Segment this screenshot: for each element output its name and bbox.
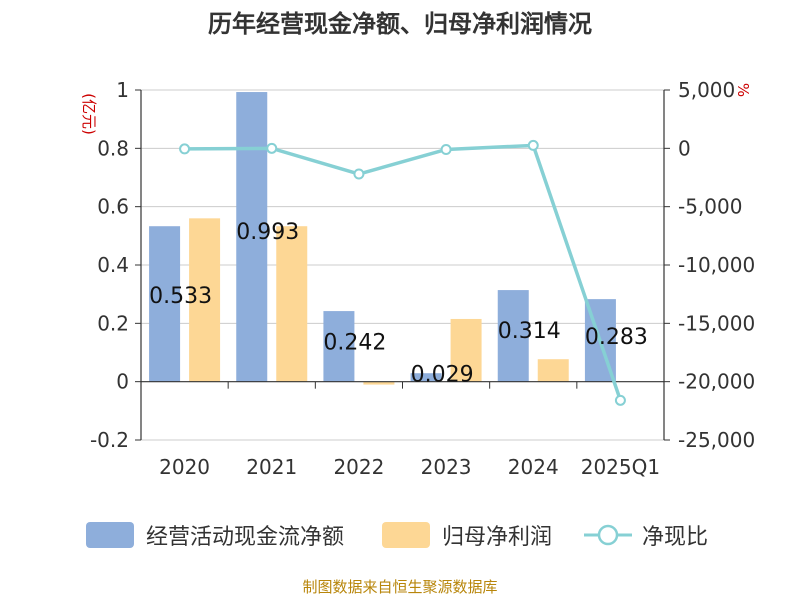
bar-cashflow [236,92,268,382]
bar-cashflow [497,290,529,382]
legend-label-cashflow: 经营活动现金流净额 [146,525,344,550]
data-label: 0.283 [585,325,648,350]
source-note: 制图数据来自恒生聚源数据库 [302,578,497,596]
category-label: 2025Q1 [581,455,660,479]
bar-netprofit [276,226,308,382]
right-tick-label: -20,000 [678,370,755,394]
data-label: 0.993 [236,220,299,245]
category-label: 2022 [333,455,384,479]
data-label: 0.242 [323,331,386,356]
right-tick-label: -25,000 [678,428,755,452]
right-tick-label: 0 [678,136,691,160]
bar-cashflow [149,226,181,382]
left-tick-label: 0.6 [97,195,129,219]
right-tick-label: -15,000 [678,311,755,335]
ratio-point [614,394,626,406]
legend-label-ratio: 净现比 [642,525,708,550]
right-tick-label: -10,000 [678,253,755,277]
ratio-line [179,139,626,406]
left-tick-label: 0.4 [97,253,129,277]
bar-netprofit [450,318,482,382]
data-label: 0.533 [149,284,212,309]
legend-swatch-netprofit [382,522,430,548]
ratio-point [353,168,365,180]
category-label: 2021 [246,455,297,479]
ratio-point [440,144,452,155]
ratio-point [527,139,539,151]
data-label: 0.029 [411,363,474,388]
left-tick-label: 1 [116,78,129,102]
bar-netprofit [189,218,221,382]
bar-cashflow [410,373,442,382]
axes: 1 0.8 0.6 0.4 0.2 0 -0.2 5,000 0 -5,000 -10,000 -15… [90,78,755,479]
chart-title: 历年经营现金净额、归母净利润情况 [208,10,592,38]
category-label: 2023 [421,455,472,479]
ratio-point [266,142,278,154]
legend-label-netprofit: 归母净利润 [442,525,552,550]
data-label: 0.314 [498,319,561,344]
bars [149,92,616,385]
bar-netprofit [363,381,395,385]
right-tick-label: -5,000 [678,195,742,219]
ratio-line-path [184,143,623,401]
right-axis-unit: % [734,83,752,97]
bar-cashflow [323,311,355,382]
ratio-point [179,143,191,155]
left-tick-label: 0.2 [97,311,129,335]
left-tick-label: 0.8 [97,136,129,160]
left-tick-label: -0.2 [90,428,129,452]
left-tick-label: 0 [116,370,129,394]
category-label: 2024 [508,455,559,479]
legend-marker-ratio [597,524,619,546]
bar-netprofit [537,359,569,382]
legend: 经营活动现金流净额 归母净利润 净现比 [86,522,708,550]
right-tick-label: 5,000 [678,78,735,102]
data-labels: 0.533 0.993 0.242 0.029 0.314 0.283 [149,220,648,388]
category-label: 2020 [159,455,210,479]
left-axis-unit: (亿元) [80,93,98,135]
legend-swatch-cashflow [86,522,134,548]
